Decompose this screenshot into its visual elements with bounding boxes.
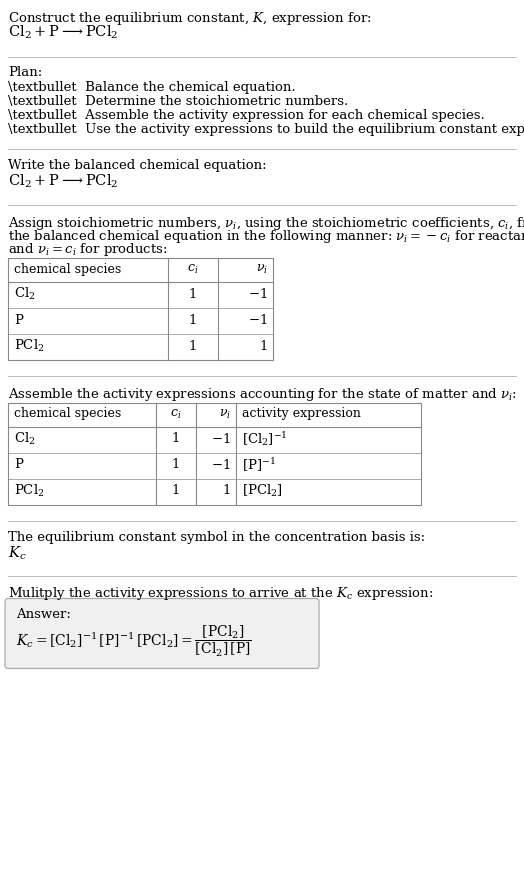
Text: $[\mathrm{P}]^{-1}$: $[\mathrm{P}]^{-1}$ <box>242 456 276 474</box>
Text: $K_c = [\mathrm{Cl_2}]^{-1}\,[\mathrm{P}]^{-1}\,[\mathrm{PCl_2}] = \dfrac{[\math: $K_c = [\mathrm{Cl_2}]^{-1}\,[\mathrm{P}… <box>16 623 252 659</box>
Bar <box>8 403 421 505</box>
Text: Assign stoichiometric numbers, $\nu_i$, using the stoichiometric coefficients, $: Assign stoichiometric numbers, $\nu_i$, … <box>8 215 524 232</box>
Text: P: P <box>14 314 23 326</box>
Text: $\mathrm{Cl_2}$: $\mathrm{Cl_2}$ <box>14 286 36 302</box>
Text: $-1$: $-1$ <box>248 287 268 301</box>
Text: the balanced chemical equation in the following manner: $\nu_i = -c_i$ for react: the balanced chemical equation in the fo… <box>8 228 524 245</box>
Text: \textbullet  Balance the chemical equation.: \textbullet Balance the chemical equatio… <box>8 81 296 93</box>
Text: Assemble the activity expressions accounting for the state of matter and $\nu_i$: Assemble the activity expressions accoun… <box>8 386 517 403</box>
Text: 1: 1 <box>189 287 197 300</box>
Text: 1: 1 <box>223 485 231 498</box>
Text: $[\mathrm{Cl_2}]^{-1}$: $[\mathrm{Cl_2}]^{-1}$ <box>242 430 288 448</box>
Text: $c_i$: $c_i$ <box>187 262 199 276</box>
Text: $\mathrm{PCl_2}$: $\mathrm{PCl_2}$ <box>14 338 45 354</box>
Text: \textbullet  Assemble the activity expression for each chemical species.: \textbullet Assemble the activity expres… <box>8 108 485 122</box>
Text: The equilibrium constant symbol in the concentration basis is:: The equilibrium constant symbol in the c… <box>8 531 425 544</box>
Text: Construct the equilibrium constant, $K$, expression for:: Construct the equilibrium constant, $K$,… <box>8 10 372 27</box>
Text: 1: 1 <box>172 433 180 445</box>
Bar <box>8 258 273 360</box>
Text: and $\nu_i = c_i$ for products:: and $\nu_i = c_i$ for products: <box>8 241 168 258</box>
Text: chemical species: chemical species <box>14 407 121 420</box>
Text: activity expression: activity expression <box>242 407 361 420</box>
Text: $\nu_i$: $\nu_i$ <box>256 262 268 276</box>
Text: $\mathrm{Cl_2 + P \longrightarrow PCl_2}$: $\mathrm{Cl_2 + P \longrightarrow PCl_2}… <box>8 24 118 42</box>
Text: 1: 1 <box>189 314 197 326</box>
Text: \textbullet  Determine the stoichiometric numbers.: \textbullet Determine the stoichiometric… <box>8 94 348 108</box>
Text: $\mathrm{Cl_2 + P \longrightarrow PCl_2}$: $\mathrm{Cl_2 + P \longrightarrow PCl_2}… <box>8 172 118 190</box>
Text: $-1$: $-1$ <box>212 458 231 472</box>
Text: $c_i$: $c_i$ <box>170 407 182 420</box>
Text: $\mathrm{PCl_2}$: $\mathrm{PCl_2}$ <box>14 483 45 499</box>
Text: Mulitply the activity expressions to arrive at the $K_c$ expression:: Mulitply the activity expressions to arr… <box>8 586 433 603</box>
Text: Plan:: Plan: <box>8 67 42 79</box>
Text: \textbullet  Use the activity expressions to build the equilibrium constant expr: \textbullet Use the activity expressions… <box>8 123 524 135</box>
Text: $[\mathrm{PCl_2}]$: $[\mathrm{PCl_2}]$ <box>242 483 283 499</box>
FancyBboxPatch shape <box>5 598 319 669</box>
Text: $K_c$: $K_c$ <box>8 545 27 563</box>
Text: 1: 1 <box>259 340 268 353</box>
Text: $-1$: $-1$ <box>248 313 268 327</box>
Text: chemical species: chemical species <box>14 262 121 276</box>
Text: Answer:: Answer: <box>16 608 71 621</box>
Text: 1: 1 <box>189 340 197 353</box>
Text: P: P <box>14 459 23 471</box>
Text: Write the balanced chemical equation:: Write the balanced chemical equation: <box>8 158 267 172</box>
Text: 1: 1 <box>172 459 180 471</box>
Text: $\nu_i$: $\nu_i$ <box>219 407 231 420</box>
Text: $-1$: $-1$ <box>212 432 231 446</box>
Text: 1: 1 <box>172 485 180 498</box>
Text: $\mathrm{Cl_2}$: $\mathrm{Cl_2}$ <box>14 431 36 447</box>
